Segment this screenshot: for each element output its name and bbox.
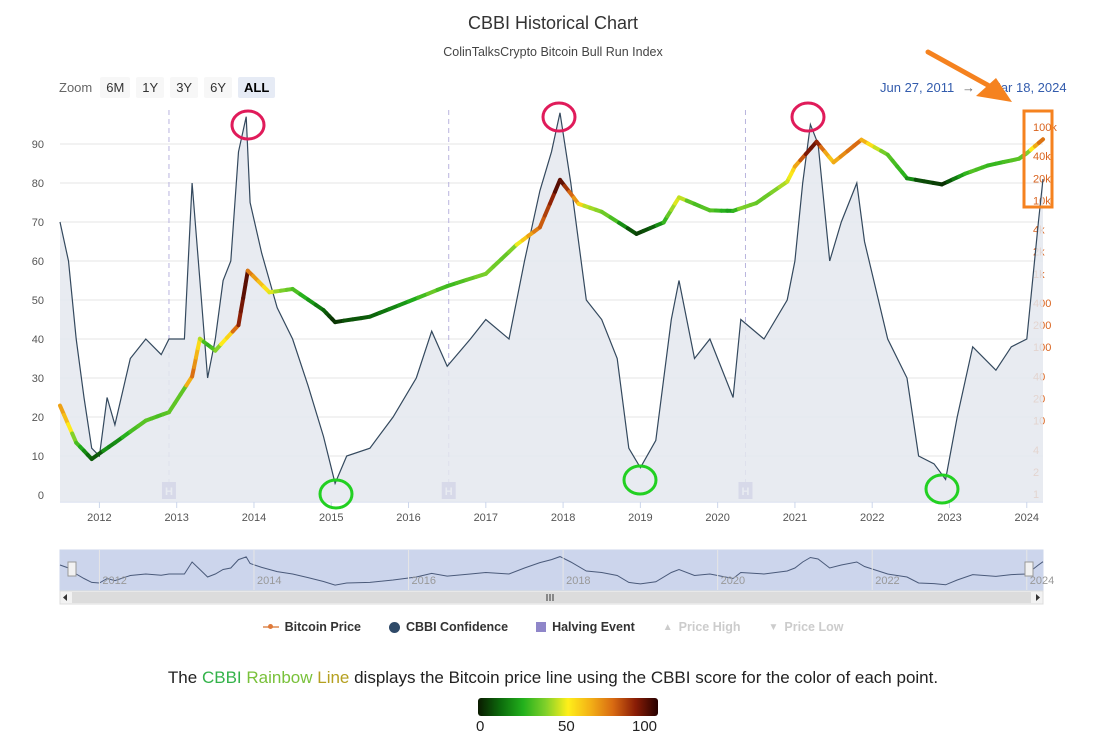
navigator-tick-label: 2012 bbox=[102, 575, 126, 587]
bitcoin-price-line bbox=[58, 137, 1045, 461]
navigator-series bbox=[59, 556, 1044, 586]
chart-legend: Bitcoin Price CBBI Confidence Halving Ev… bbox=[0, 620, 1106, 634]
cycle-top-circle bbox=[790, 101, 826, 133]
x-tick-label: 2013 bbox=[164, 512, 188, 524]
color-scale-bar bbox=[478, 698, 658, 716]
navigator-tick-label: 2014 bbox=[257, 575, 281, 587]
navigator-tick-label: 2016 bbox=[412, 575, 436, 587]
x-tick-label: 2015 bbox=[319, 512, 343, 524]
legend-label: Bitcoin Price bbox=[284, 620, 361, 634]
price-segment bbox=[542, 201, 552, 218]
navigator-window bbox=[59, 549, 1044, 591]
navigator-handle bbox=[1024, 561, 1034, 577]
cycle-bottom-circle bbox=[924, 473, 960, 505]
legend-label: Halving Event bbox=[552, 620, 635, 634]
cbbi-confidence-line bbox=[59, 112, 1044, 486]
x-tick-label: 2016 bbox=[396, 512, 420, 524]
range-from-date[interactable]: Jun 27, 2011 bbox=[880, 80, 955, 95]
navigator-tick-label: 2022 bbox=[875, 575, 899, 587]
annotation-arrow-shaft bbox=[925, 49, 996, 91]
navigator-tick-label: 2020 bbox=[721, 575, 745, 587]
y-left-tick-label: 30 bbox=[32, 373, 44, 385]
price-line-icon bbox=[262, 624, 279, 629]
zoom-controls: Zoom 6M 1Y 3Y 6Y ALL bbox=[59, 77, 276, 98]
x-tick-label: 2017 bbox=[474, 512, 498, 524]
y-right-tick-label: 100k bbox=[1033, 122, 1057, 134]
zoom-1y-button[interactable]: 1Y bbox=[136, 77, 165, 98]
navigator-tick-label: 2018 bbox=[566, 575, 590, 587]
legend-label: Price Low bbox=[784, 620, 844, 634]
cbbi-area bbox=[60, 112, 1043, 503]
cycle-bottom-circle bbox=[318, 478, 354, 510]
price-segment bbox=[537, 213, 547, 230]
rainbow-caption: The CBBI Rainbow Line displays the Bitco… bbox=[0, 668, 1106, 688]
y-left-tick-label: 70 bbox=[32, 217, 44, 229]
confidence-dot-icon bbox=[388, 621, 400, 633]
scroll-left-icon bbox=[63, 594, 67, 601]
x-tick-label: 2012 bbox=[87, 512, 111, 524]
color-scale-max: 100 bbox=[632, 718, 658, 735]
y-left-tick-label: 10 bbox=[32, 451, 44, 463]
y-right-tick-label: 40k bbox=[1033, 151, 1051, 163]
x-tick-label: 2018 bbox=[551, 512, 575, 524]
price-segment bbox=[238, 295, 246, 314]
cbbi-chart: 01020304050607080901241020401002004001k2… bbox=[32, 49, 1057, 605]
legend-label: Price High bbox=[678, 620, 741, 634]
triangle-down-icon: ▼ bbox=[768, 621, 779, 633]
x-tick-label: 2024 bbox=[1015, 512, 1039, 524]
caption-cbbi: CBBI bbox=[201, 668, 247, 687]
navigator-handle bbox=[67, 561, 77, 577]
caption-line: Line bbox=[317, 668, 350, 687]
color-scale-min: 0 bbox=[476, 718, 485, 735]
chart-title: CBBI Historical Chart bbox=[467, 13, 639, 33]
y-left-tick-label: 20 bbox=[32, 412, 44, 424]
triangle-up-icon: ▲ bbox=[662, 621, 673, 633]
x-tick-label: 2014 bbox=[242, 512, 266, 524]
zoom-all-button[interactable]: ALL bbox=[238, 77, 276, 98]
zoom-3y-button[interactable]: 3Y bbox=[170, 77, 199, 98]
legend-bitcoin-price[interactable]: Bitcoin Price bbox=[262, 620, 361, 634]
legend-price-low[interactable]: ▼ Price Low bbox=[768, 620, 843, 634]
cycle-bottom-circle bbox=[622, 464, 658, 496]
recent-price-box bbox=[1022, 109, 1054, 209]
range-separator: → bbox=[962, 80, 975, 95]
y-left-tick-label: 40 bbox=[32, 334, 44, 346]
price-segment bbox=[236, 309, 243, 328]
y-left-tick-label: 50 bbox=[32, 295, 44, 307]
price-segment bbox=[1036, 137, 1045, 145]
cycle-top-circle bbox=[230, 109, 266, 141]
annotation-arrow-head bbox=[976, 78, 1012, 102]
scroll-right-icon bbox=[1036, 594, 1040, 601]
range-to-date[interactable]: Mar 18, 2024 bbox=[990, 80, 1067, 95]
x-tick-label: 2019 bbox=[628, 512, 652, 524]
legend-label: CBBI Confidence bbox=[405, 620, 509, 634]
price-segment bbox=[548, 189, 557, 206]
caption-suffix: displays the Bitcoin price line using th… bbox=[349, 668, 939, 687]
zoom-6m-button[interactable]: 6M bbox=[100, 77, 131, 98]
x-tick-label: 2020 bbox=[705, 512, 729, 524]
x-tick-label: 2023 bbox=[937, 512, 961, 524]
zoom-6y-button[interactable]: 6Y bbox=[204, 77, 233, 98]
legend-halving-event[interactable]: Halving Event bbox=[536, 620, 635, 634]
color-scale-mid: 50 bbox=[558, 718, 575, 735]
caption-rainbow: Rainbow bbox=[246, 668, 318, 687]
price-segment bbox=[241, 282, 248, 300]
y-left-tick-label: 0 bbox=[38, 490, 44, 502]
legend-price-high[interactable]: ▲ Price High bbox=[663, 620, 741, 634]
halving-square-icon bbox=[536, 622, 547, 632]
legend-cbbi-confidence[interactable]: CBBI Confidence bbox=[388, 620, 509, 634]
x-tick-label: 2021 bbox=[783, 512, 807, 524]
zoom-label: Zoom bbox=[59, 80, 93, 95]
caption-prefix: The bbox=[167, 668, 202, 687]
y-left-tick-label: 80 bbox=[32, 178, 44, 190]
scrollbar-thumb bbox=[72, 592, 1031, 603]
chart-subtitle: ColinTalksCrypto Bitcoin Bull Run Index bbox=[443, 45, 663, 59]
y-right-tick-label: 20k bbox=[1033, 173, 1051, 185]
x-tick-label: 2022 bbox=[860, 512, 884, 524]
navigator-tick-label: 2024 bbox=[1030, 575, 1054, 587]
y-left-tick-label: 60 bbox=[32, 256, 44, 268]
cycle-top-circle bbox=[541, 101, 577, 133]
y-left-tick-label: 90 bbox=[32, 139, 44, 151]
